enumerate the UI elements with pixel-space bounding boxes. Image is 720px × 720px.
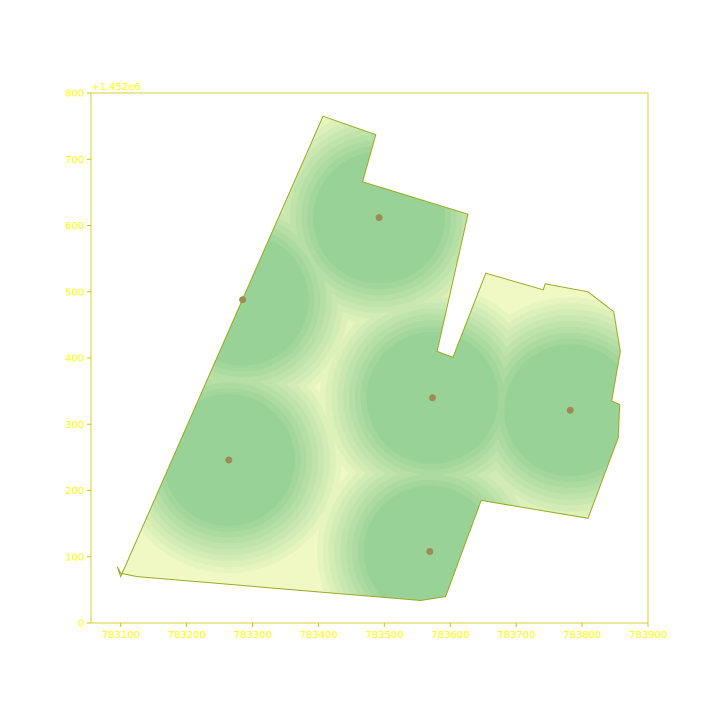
y-tick-label: 600 — [65, 221, 84, 232]
field-boundary — [116, 115, 621, 602]
x-axis: 783100 783200 783300 783400 783500 783600 7837… — [102, 623, 667, 641]
x-tick-label: 783200 — [167, 630, 205, 641]
x-tick-label: 783400 — [299, 630, 337, 641]
center-point — [239, 296, 247, 304]
y-tick-label: 500 — [65, 287, 84, 298]
center-point — [429, 394, 436, 402]
center-point — [375, 214, 383, 222]
y-axis: 0 100 200 300 400 500 600 700 800 — [65, 89, 91, 630]
x-tick-label: 783100 — [102, 630, 140, 641]
x-tick-label: 783900 — [629, 630, 667, 641]
center-point — [225, 456, 233, 464]
x-tick-label: 783600 — [431, 630, 469, 641]
axis-offset-label: +1.452e6 — [91, 82, 141, 93]
x-tick-label: 783500 — [365, 630, 403, 641]
x-tick-label: 783700 — [497, 630, 535, 641]
x-tick-label: 783300 — [233, 630, 271, 641]
y-tick-label: 300 — [65, 420, 84, 431]
y-tick-label: 700 — [65, 155, 84, 166]
y-tick-label: 0 — [78, 619, 84, 630]
center-point — [566, 406, 574, 414]
center-layer — [225, 214, 574, 555]
center-point — [426, 548, 434, 555]
y-tick-label: 400 — [65, 354, 84, 365]
y-tick-label: 100 — [65, 552, 84, 563]
y-tick-label: 800 — [65, 89, 84, 100]
y-tick-label: 200 — [65, 486, 84, 497]
x-tick-label: 783800 — [563, 630, 601, 641]
